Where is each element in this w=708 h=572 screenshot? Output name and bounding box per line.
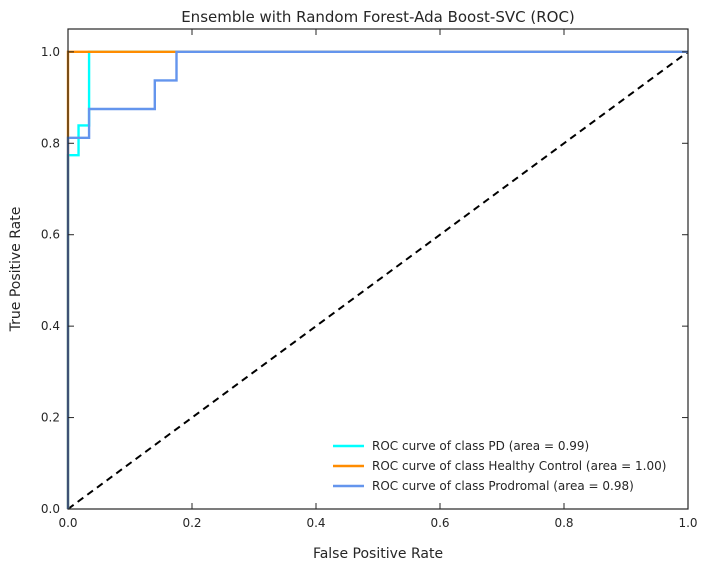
chart-title: Ensemble with Random Forest-Ada Boost-SV… (181, 8, 575, 26)
y-tick-label: 0.2 (41, 411, 60, 425)
y-axis-label: True Positive Rate (8, 207, 24, 333)
legend-entry-prodromal: ROC curve of class Prodromal (area = 0.9… (333, 479, 634, 493)
reference-line-layer (67, 51, 689, 510)
x-tick-label: 0.4 (306, 516, 325, 530)
legend-label: ROC curve of class Healthy Control (area… (372, 459, 666, 473)
y-tick-label: 0.0 (41, 502, 60, 516)
legend: ROC curve of class PD (area = 0.99) ROC c… (333, 439, 666, 493)
legend-label: ROC curve of class Prodromal (area = 0.9… (372, 479, 634, 493)
legend-entry-pd: ROC curve of class PD (area = 0.99) (333, 439, 589, 453)
x-tick-label: 0.6 (430, 516, 449, 530)
y-tick-label: 0.6 (41, 228, 60, 242)
legend-label: ROC curve of class PD (area = 0.99) (372, 439, 589, 453)
plot-area-border (67, 28, 689, 510)
x-tick-label: 0.8 (554, 516, 573, 530)
y-tick-label: 0.4 (41, 319, 60, 333)
y-tick-label: 0.8 (41, 136, 60, 150)
series-line-prodromal (66, 50, 688, 509)
plot-frame (67, 28, 689, 510)
x-tick-label: 0.2 (182, 516, 201, 530)
y-tick-label: 1.0 (41, 45, 60, 59)
legend-entry-healthy-control: ROC curve of class Healthy Control (area… (333, 459, 666, 473)
reference-diagonal-line (67, 51, 689, 510)
x-tick-label: 1.0 (678, 516, 697, 530)
x-tick-label: 0.0 (58, 516, 77, 530)
x-axis-label: False Positive Rate (313, 546, 443, 562)
tick-layer: 0.0 0.2 0.4 0.6 0.8 1.0 0.0 0.2 0.4 0.6 0.8 1.0 (41, 29, 698, 530)
